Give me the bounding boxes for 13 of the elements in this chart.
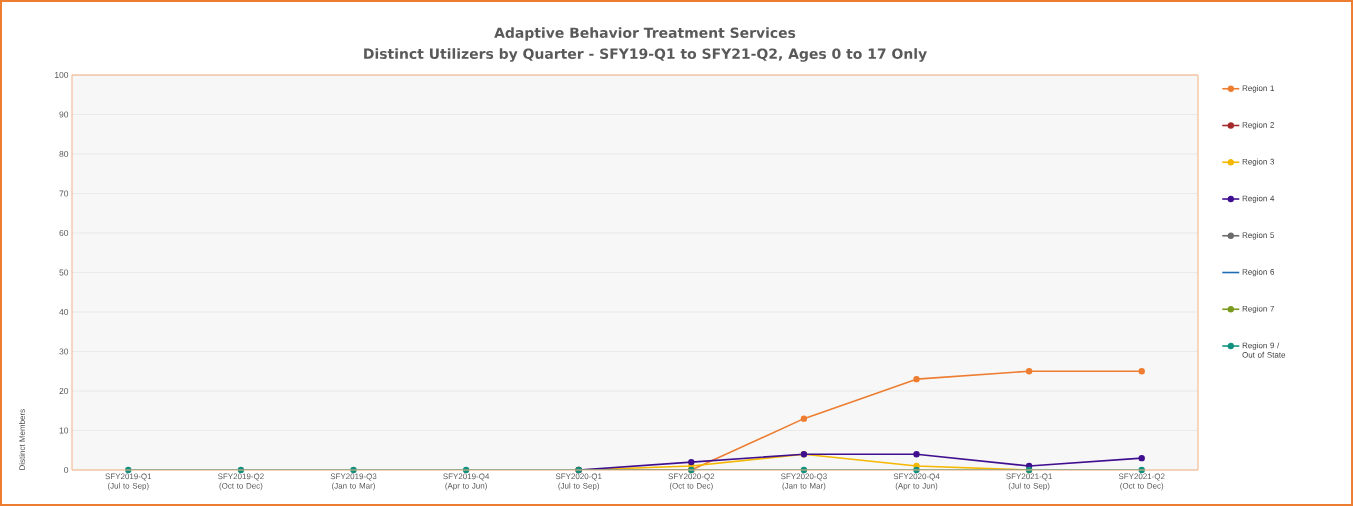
y-tick-label: 100 [54,72,69,78]
chart-title: Adaptive Behavior Treatment Services [494,27,796,41]
y-tick-label: 0 [64,467,69,473]
y-tick-label: 10 [59,427,69,434]
y-tick-label: 60 [59,230,69,236]
y-tick-label: 50 [59,269,69,276]
y-tick-label: 90 [59,111,69,118]
y-tick-label: 40 [59,309,69,315]
y-tick-label: 70 [59,190,69,197]
y-tick-label: 20 [59,388,69,394]
y-tick-label: 80 [59,151,69,157]
y-tick-label: 30 [59,348,69,355]
chart-subtitle: Distinct Utilizers by Quarter - SFY19-Q1 to SFY21-Q2, Ages 0 to 17 Only [364,48,927,62]
